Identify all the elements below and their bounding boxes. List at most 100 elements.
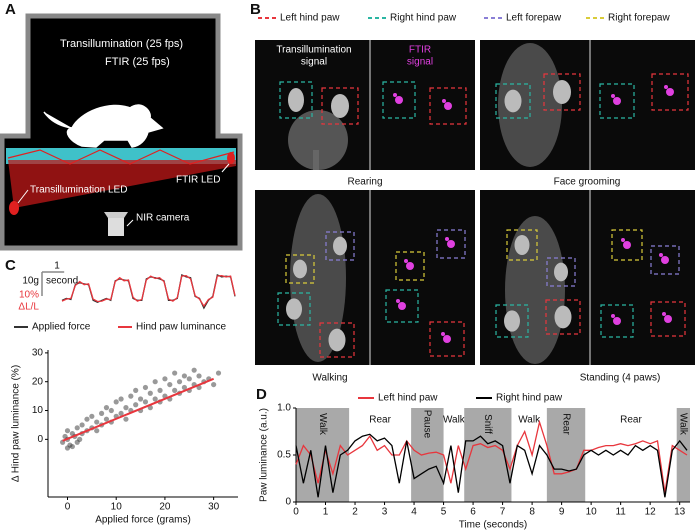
y-tick-label: 0: [37, 434, 43, 445]
paw-box: [651, 73, 689, 111]
image-label: signal: [407, 57, 433, 68]
x-axis-label: Time (seconds): [459, 520, 528, 531]
ftir-spot: [611, 314, 615, 318]
paw-image: [554, 305, 572, 329]
point: [191, 367, 197, 373]
point: [137, 396, 144, 402]
light-beam: [8, 160, 236, 208]
scale-label: 10%: [19, 290, 39, 301]
paw-box: [319, 322, 355, 358]
point: [211, 381, 217, 388]
ftir-spot: [393, 93, 397, 97]
mouse-image: [290, 194, 346, 362]
behavior-band: [546, 408, 586, 502]
paw-box: [382, 81, 416, 119]
x-tick-label: 1: [323, 507, 329, 518]
image-caption: Face grooming: [554, 177, 621, 188]
paw-box: [325, 231, 355, 261]
point: [133, 387, 139, 393]
point: [118, 410, 124, 417]
point: [123, 416, 129, 422]
point: [62, 433, 68, 440]
paw-image: [288, 88, 304, 112]
ftir-spot: [613, 317, 621, 325]
behavior-label: Walk: [443, 415, 466, 426]
point: [172, 370, 178, 376]
tail: [313, 150, 319, 170]
image-label: FTIR: [409, 45, 431, 56]
ftir-spot: [442, 99, 446, 103]
point: [118, 396, 124, 402]
legend-label: Right hind paw: [390, 13, 457, 24]
panel-label: D: [256, 386, 267, 403]
point: [108, 407, 114, 414]
camera-text: Transillumination (25 fps): [60, 38, 183, 50]
point: [215, 370, 222, 376]
paw-box: [611, 229, 643, 261]
paw-box: [495, 83, 531, 119]
behavior-label: Rear: [620, 415, 642, 426]
point: [74, 425, 80, 431]
x-tick-label: 12: [645, 507, 657, 518]
panel-label: A: [5, 1, 16, 18]
point: [103, 416, 110, 422]
point: [69, 443, 75, 450]
pointer: [221, 163, 230, 173]
ftir-spot: [443, 335, 451, 343]
camera-text: FTIR (25 fps): [105, 56, 170, 68]
ftir-spot: [406, 262, 414, 270]
point: [128, 393, 134, 399]
point: [181, 384, 188, 391]
y-axis-label: Δ Hind paw luminance (%): [11, 365, 22, 482]
x-tick-label: 4: [411, 507, 417, 518]
behavior-band: [676, 408, 690, 502]
point: [172, 387, 178, 393]
ftir-spot: [662, 312, 666, 316]
fit-line: [62, 377, 215, 442]
paw-box: [429, 321, 465, 357]
point: [196, 373, 202, 379]
series-line: [295, 419, 688, 493]
paw-box: [285, 254, 315, 284]
point: [142, 399, 149, 405]
paw-box: [650, 245, 680, 275]
paw-image: [333, 236, 347, 256]
paw-box: [543, 73, 581, 111]
panel-label: C: [5, 257, 16, 274]
point: [94, 428, 100, 434]
series-line: [61, 273, 236, 310]
ftir-spot: [664, 85, 668, 89]
y-tick-label: 0.5: [277, 450, 291, 461]
paw-box: [599, 83, 635, 119]
ftir-spot: [441, 332, 445, 336]
point: [98, 410, 105, 417]
paw-box: [321, 87, 359, 125]
light-path: [7, 149, 235, 165]
point: [181, 373, 188, 379]
x-tick-label: 8: [529, 507, 535, 518]
pointer: [126, 219, 134, 227]
point: [94, 419, 100, 425]
paw-image: [504, 310, 520, 332]
x-tick-label: 7: [500, 507, 506, 518]
x-tick-label: 30: [208, 502, 220, 513]
paw-image: [504, 89, 522, 113]
series-line: [61, 275, 236, 308]
point: [147, 390, 153, 396]
scale-label: 1: [54, 261, 60, 272]
behavior-label: Pause: [422, 410, 433, 439]
point: [89, 413, 95, 419]
mouse-image: [288, 110, 348, 170]
y-tick-label: 30: [32, 348, 44, 359]
point: [157, 387, 163, 393]
camera: [108, 218, 124, 236]
scale-label: 10g: [22, 276, 39, 287]
point: [152, 379, 158, 385]
paw-box: [436, 229, 466, 259]
y-tick-label: 20: [32, 376, 44, 387]
behavior-label: Sniff: [482, 414, 493, 434]
panel-label: B: [250, 1, 261, 18]
x-axis-label: Applied force (grams): [95, 515, 191, 526]
paw-box: [395, 251, 425, 281]
point: [103, 405, 110, 411]
